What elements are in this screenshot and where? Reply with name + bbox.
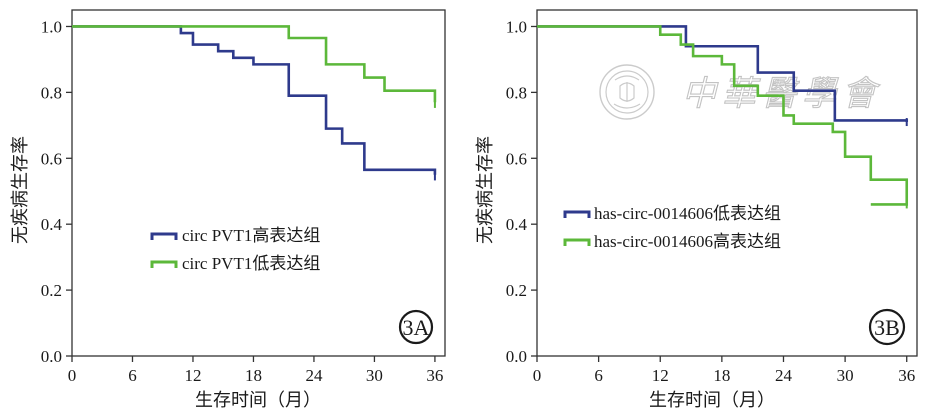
- panel-a-legend-entry-2: circ PVT1低表达组: [150, 254, 320, 273]
- panel-a-x-tick-label: 36: [426, 366, 443, 385]
- panel-a-legend-entry-1: circ PVT1高表达组: [150, 226, 320, 245]
- panel-a-series-1-curve: [72, 25, 437, 175]
- panel-b-legend-label-1: has-circ-0014606低表达组: [594, 204, 781, 223]
- panel-b-legend: has-circ-0014606低表达组 has-circ-0014606高表达…: [563, 204, 781, 251]
- panel-a-y-tick-label: 0.6: [41, 149, 62, 168]
- panel-b-y-tick-label: 0.0: [506, 347, 527, 366]
- panel-b-x-tick-label: 30: [837, 366, 854, 385]
- panel-a-plot-area: [71, 9, 446, 357]
- panel-a-y-tick-label: 0.8: [41, 83, 62, 102]
- panel-b-x-axis-title: 生存时间（月）: [649, 390, 775, 410]
- panel-a-curves: [72, 25, 437, 181]
- panel-a-y-tick-label: 1.0: [41, 17, 62, 36]
- watermark-text: 中華醫學會: [682, 74, 882, 114]
- panel-a-y-tick-label: 0.2: [41, 281, 62, 300]
- panel-a-axes: 0 6 12 18 24 30 36 0.0 0.2 0.4 0.6 0.8 1.0: [41, 17, 444, 385]
- panel-a-legend-label-1: circ PVT1高表达组: [182, 226, 320, 245]
- panel-b-axes: 0 6 12 18 24 30 36 0.0 0.2 0.4 0.6 0.8 1.0: [506, 17, 915, 385]
- panel-a-legend-swatch-2: [150, 260, 178, 268]
- panel-a-badge-label: 3A: [403, 315, 430, 340]
- panel-a-series-2-curve: [72, 25, 437, 103]
- panel-b-curves: [537, 25, 909, 209]
- panel-b-legend-swatch-1: [563, 210, 591, 218]
- panel-b-series-2-curve: [537, 25, 909, 206]
- panel-a-x-tick-label: 30: [366, 366, 383, 385]
- panel-b-plot-area: [536, 9, 918, 357]
- panel-a-chart: 0 6 12 18 24 30 36 0.0 0.2 0.4 0.6 0.8 1.0 circ PVT1…: [10, 9, 446, 410]
- panel-b-x-tick-label: 0: [533, 366, 542, 385]
- panel-a-x-tick-label: 6: [128, 366, 137, 385]
- panel-b-x-tick-label: 36: [898, 366, 915, 385]
- panel-b-y-axis-title: 无疾病生存率: [475, 136, 495, 244]
- panel-b-y-tick-label: 0.4: [506, 215, 528, 234]
- panel-b-x-tick-label: 18: [713, 366, 730, 385]
- panel-b-legend-entry-1: has-circ-0014606低表达组: [563, 204, 781, 223]
- panel-a-legend-swatch-1: [150, 232, 178, 240]
- panel-a-x-axis-title: 生存时间（月）: [195, 390, 321, 410]
- panel-a-legend: circ PVT1高表达组 circ PVT1低表达组: [150, 226, 320, 273]
- panel-a-y-tick-label: 0.4: [41, 215, 63, 234]
- panel-b-x-tick-label: 12: [652, 366, 669, 385]
- panel-a-legend-label-2: circ PVT1低表达组: [182, 254, 320, 273]
- watermark: 中華醫學會: [599, 64, 882, 120]
- panel-b-x-tick-label: 24: [775, 366, 793, 385]
- panel-a-x-tick-label: 12: [184, 366, 201, 385]
- panel-a-y-tick-label: 0.0: [41, 347, 62, 366]
- panel-b-y-tick-label: 0.8: [506, 83, 527, 102]
- panel-a-x-tick-label: 18: [245, 366, 262, 385]
- panel-b-y-tick-label: 1.0: [506, 17, 527, 36]
- panel-b-series-1-curve: [537, 25, 909, 123]
- panel-b-chart: 中華醫學會 0 6 12 18 24 30 36 0.0 0.2 0.4 0.6 0.8 1.0 has…: [475, 9, 918, 410]
- panel-b-x-tick-label: 6: [594, 366, 603, 385]
- panel-b-y-tick-label: 0.6: [506, 149, 527, 168]
- panel-b-legend-entry-2: has-circ-0014606高表达组: [563, 232, 781, 251]
- watermark-seal-icon: [599, 64, 655, 120]
- panel-b-badge: 3B: [868, 308, 906, 346]
- panel-b-y-tick-label: 0.2: [506, 281, 527, 300]
- panel-b-legend-swatch-2: [563, 238, 591, 246]
- panel-b-badge-label: 3B: [874, 315, 900, 340]
- panel-a-badge: 3A: [398, 309, 434, 345]
- panel-a-x-tick-label: 24: [305, 366, 323, 385]
- panel-a-y-axis-title: 无疾病生存率: [10, 136, 30, 244]
- panel-a-x-tick-label: 0: [68, 366, 77, 385]
- panel-b-legend-label-2: has-circ-0014606高表达组: [594, 232, 781, 251]
